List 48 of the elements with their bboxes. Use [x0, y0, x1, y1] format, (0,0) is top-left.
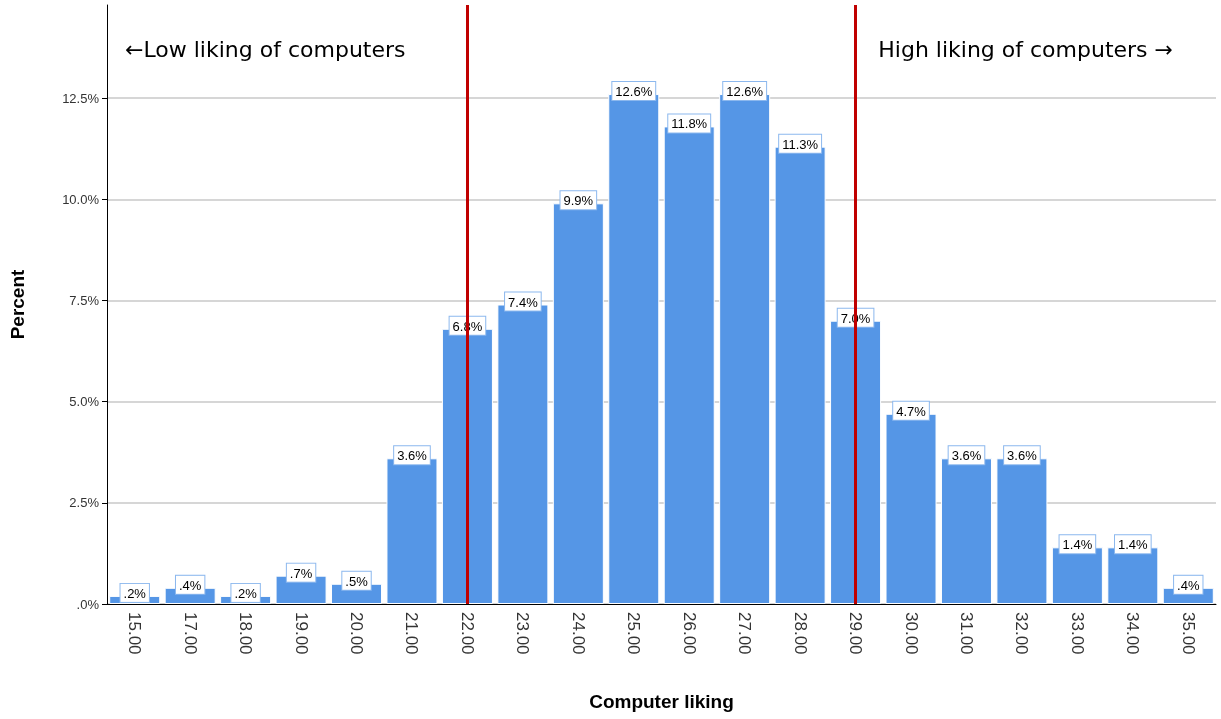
x-tick-label: 25.00	[624, 612, 644, 655]
data-label: 11.3%	[782, 136, 819, 152]
y-tick-label: 5.0%	[69, 394, 100, 410]
data-label: .4%	[1177, 577, 1200, 593]
data-label: .2%	[123, 585, 147, 601]
data-label: .7%	[289, 565, 313, 581]
data-label: 12.6%	[726, 84, 764, 100]
x-tick-label: 20.00	[347, 612, 367, 655]
data-label: 9.9%	[563, 193, 594, 209]
annotation: High liking of computers →	[878, 36, 1174, 62]
data-label: .5%	[345, 573, 369, 589]
data-label: .2%	[234, 585, 258, 601]
x-tick-label: 15.00	[125, 612, 145, 655]
x-tick-label: 21.00	[402, 612, 422, 655]
data-label: 11.8%	[671, 116, 708, 132]
x-tick-label: 17.00	[180, 612, 200, 655]
y-tick-label: 10.0%	[62, 191, 100, 207]
y-tick-label: .0%	[76, 596, 100, 612]
annotation: ←Low liking of computers	[125, 36, 406, 62]
data-label: 1.4%	[1062, 537, 1093, 553]
x-tick-label: 29.00	[846, 612, 866, 655]
data-label: 3.6%	[397, 448, 428, 464]
x-tick-label: 18.00	[236, 612, 256, 655]
x-tick-label: 24.00	[568, 612, 588, 655]
y-axis-title: Percent	[7, 268, 28, 340]
x-tick-label: 30.00	[901, 612, 921, 655]
y-tick-label: 12.5%	[62, 90, 100, 106]
x-tick-label: 28.00	[790, 612, 810, 655]
x-tick-label: 35.00	[1178, 612, 1198, 655]
x-tick-label: 27.00	[735, 612, 755, 655]
data-label: .4%	[178, 577, 202, 593]
y-tick-label: 2.5%	[69, 495, 100, 511]
x-tick-label: 31.00	[956, 612, 976, 655]
x-tick-label: 26.00	[679, 612, 699, 655]
x-tick-label: 19.00	[291, 612, 311, 655]
x-axis-title: Computer liking	[589, 691, 734, 712]
data-label: 12.6%	[615, 84, 653, 100]
y-tick-label: 7.5%	[69, 292, 100, 308]
x-tick-label: 22.00	[457, 612, 477, 655]
data-label: 1.4%	[1118, 537, 1149, 553]
data-label: 7.4%	[508, 294, 539, 310]
x-tick-label: 32.00	[1012, 612, 1032, 655]
x-tick-label: 34.00	[1123, 612, 1143, 655]
data-label: 3.6%	[951, 448, 982, 464]
data-label: 4.7%	[896, 403, 927, 419]
x-tick-label: 33.00	[1067, 612, 1087, 655]
x-tick-label: 23.00	[513, 612, 533, 655]
data-label: 3.6%	[1007, 448, 1038, 464]
